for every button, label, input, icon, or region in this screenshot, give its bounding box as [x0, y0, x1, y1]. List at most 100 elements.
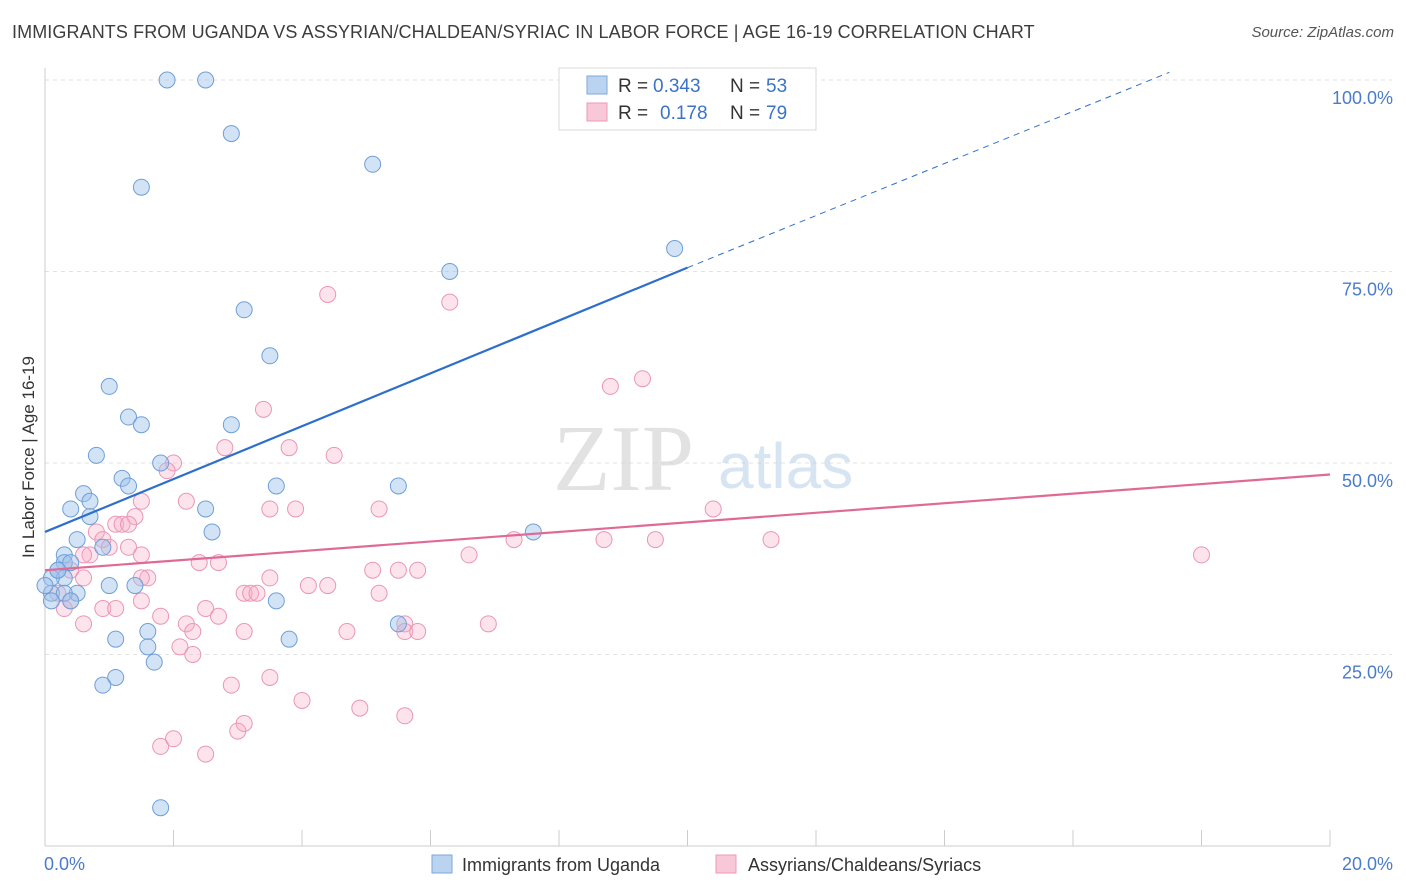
assyrians-point [261, 500, 279, 518]
assyrians-point [75, 615, 93, 633]
assyrians-point [139, 569, 157, 587]
assyrians-point [409, 561, 427, 579]
assyrians-point [100, 538, 118, 556]
uganda-point [100, 377, 118, 395]
assyrians-point [595, 531, 613, 549]
uganda-point [87, 446, 105, 464]
uganda-point [107, 668, 125, 686]
legend-swatch-assyrians [715, 854, 737, 874]
assyrians-point [222, 676, 240, 694]
source-credit: Source: ZipAtlas.com [1251, 24, 1394, 41]
assyrians-point [409, 623, 427, 641]
assyrians-point [460, 546, 478, 564]
assyrians-point [287, 500, 305, 518]
assyrians-point [1193, 546, 1210, 564]
assyrians-point [242, 584, 260, 602]
chart-title: IMMIGRANTS FROM UGANDA VS ASSYRIAN/CHALD… [12, 22, 1035, 42]
uganda-point [139, 623, 157, 641]
assyrians-point [75, 546, 93, 564]
assyrians-point [370, 584, 388, 602]
stats-legend-pink-swatch [586, 102, 608, 122]
assyrians-point [216, 439, 234, 457]
uganda-point [107, 630, 125, 648]
assyrians-point [113, 515, 131, 533]
stats-r-label-2: R = [618, 103, 648, 124]
assyrians-point [351, 699, 369, 717]
stats-r-value-2: 0.178 [660, 103, 708, 124]
assyrians-point [171, 638, 189, 656]
assyrians-point [261, 569, 279, 587]
uganda-point [158, 71, 176, 89]
assyrians-point [132, 592, 150, 610]
assyrians-point [94, 600, 112, 618]
uganda-point [389, 615, 407, 633]
y-tick-label: 75.0% [1342, 280, 1393, 300]
uganda-point [81, 492, 99, 510]
assyrians-point [254, 400, 272, 418]
uganda-point [126, 577, 144, 595]
uganda-point [145, 653, 163, 671]
assyrians-point [396, 707, 414, 725]
uganda-point [261, 347, 279, 365]
uganda-point [280, 630, 298, 648]
uganda-point [94, 538, 112, 556]
uganda-point [62, 554, 80, 572]
uganda-point [120, 408, 138, 426]
watermark-zip: ZIP [553, 407, 694, 511]
y-axis-label: In Labor Force | Age 16-19 [19, 356, 38, 558]
assyrians-point [197, 600, 215, 618]
assyrians-point [107, 515, 125, 533]
assyrians-point [261, 668, 279, 686]
assyrians-point [248, 584, 266, 602]
uganda-point [132, 178, 150, 196]
trendlines [44, 71, 1331, 572]
uganda-point [364, 155, 382, 173]
uganda-point [36, 577, 54, 595]
uganda-point [100, 577, 118, 595]
uganda-point [120, 477, 138, 495]
watermark-atlas: atlas [718, 430, 853, 502]
assyrians-point [235, 584, 253, 602]
uganda-point [68, 531, 86, 549]
assyrians-point [280, 439, 298, 457]
assyrians-point [190, 554, 208, 572]
uganda-point [94, 676, 112, 694]
assyrians-point [634, 370, 652, 388]
x-tick-label-left: 0.0% [44, 854, 85, 874]
assyrians-point [197, 745, 215, 763]
uganda-point [267, 592, 285, 610]
stats-n-value-2: 79 [766, 103, 787, 124]
uganda-point [267, 477, 285, 495]
assyrians-point [81, 546, 99, 564]
uganda-point [139, 638, 157, 656]
legend-swatch-uganda [431, 854, 453, 874]
uganda-point [152, 454, 170, 472]
assyrians-point [165, 730, 182, 748]
assyrians-point [370, 500, 388, 518]
uganda-point [197, 71, 215, 89]
y-tick-label: 25.0% [1342, 663, 1393, 683]
uganda-trendline-extension [687, 71, 1170, 269]
stats-n-label-2: N = [730, 103, 760, 124]
uganda-point [132, 416, 150, 434]
uganda-point [441, 263, 459, 280]
uganda-point [524, 523, 542, 541]
uganda-point [62, 592, 80, 610]
uganda-point [222, 125, 240, 143]
assyrians-point [107, 600, 125, 618]
assyrians-trendline [44, 473, 1331, 572]
bottom-legend: Immigrants from Uganda Assyrians/Chaldea… [431, 854, 981, 875]
assyrians-point [235, 623, 253, 641]
uganda-point [203, 523, 221, 541]
assyrians-point [152, 607, 170, 625]
stats-legend-blue-swatch [586, 75, 608, 95]
uganda-point [235, 301, 253, 319]
assyrians-point [184, 623, 202, 641]
y-tick-label: 50.0% [1342, 471, 1393, 491]
assyrians-point [120, 515, 138, 533]
uganda-point [389, 477, 407, 495]
assyrians-point [389, 561, 407, 579]
uganda-point [42, 592, 60, 610]
assyrians-point [184, 646, 202, 663]
